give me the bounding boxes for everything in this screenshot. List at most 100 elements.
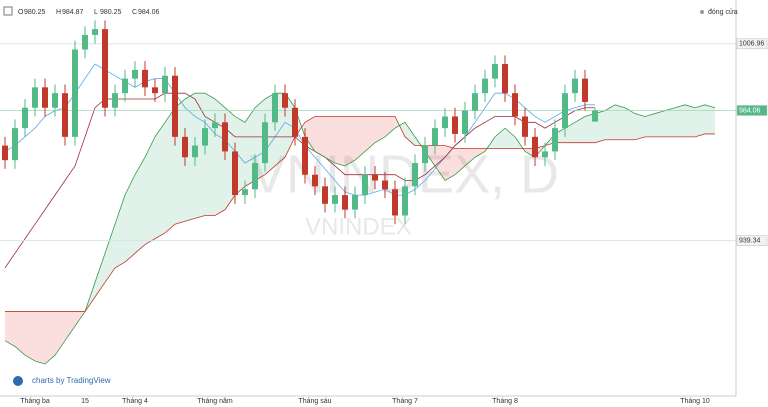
candle-body [362, 174, 368, 196]
cloud-fill [345, 116, 355, 166]
candle-body [212, 122, 218, 129]
candle-body [222, 122, 228, 152]
candle-body [472, 93, 478, 111]
cloud-fill [45, 311, 55, 364]
cloud-fill [685, 104, 695, 137]
cloud-fill [15, 311, 25, 356]
candle-body [282, 93, 288, 108]
indicator-line [5, 116, 715, 312]
candle-body [262, 122, 268, 164]
cloud-fill [325, 116, 335, 164]
cloud-fill [65, 311, 75, 341]
candle-body [52, 93, 58, 108]
candle-body [12, 128, 18, 161]
candle-body [412, 163, 418, 187]
x-tick-label: Tháng ba [20, 398, 50, 405]
candle-body [102, 29, 108, 108]
cloud-fill [365, 116, 375, 152]
price-label-box [736, 235, 768, 246]
candle-body [242, 189, 248, 196]
cloud-fill [305, 116, 315, 152]
candle-body [372, 174, 378, 181]
candle-body [562, 93, 568, 129]
candle-body [2, 145, 8, 161]
candle-body [322, 186, 328, 204]
candle-body [122, 78, 128, 94]
candle-body [382, 180, 388, 190]
candle-body [192, 145, 198, 158]
cloud-fill [665, 107, 675, 137]
cloud-fill [705, 104, 715, 134]
cloud-fill [675, 104, 685, 137]
candle-body [542, 151, 548, 158]
ohlc-header: O 980.25 H 984.87 L 980.25 C 984.06 [18, 9, 160, 16]
candle-body [502, 64, 508, 94]
cloud-fill [315, 116, 325, 158]
candle-body [132, 69, 138, 79]
candle-body [582, 78, 588, 102]
cloud-fill [115, 195, 125, 268]
candle-body [92, 29, 98, 35]
ohlc-label: C [132, 9, 137, 16]
cloud-fill [655, 110, 665, 137]
candle-body [112, 93, 118, 108]
cloud-fill [695, 104, 705, 137]
ohlc-label: L [94, 9, 98, 16]
cloud-fill [105, 224, 115, 283]
candle-body [202, 128, 208, 146]
candle-body [302, 136, 308, 175]
candle-body [392, 189, 398, 216]
cloud-fill [615, 104, 625, 140]
candle-body [42, 87, 48, 108]
candle-body [232, 151, 238, 196]
price-label-box [736, 105, 768, 116]
candle-body [552, 128, 558, 152]
candle-body [162, 75, 168, 94]
legend-text: đóng cửa [708, 8, 738, 16]
cloud-fill [165, 107, 175, 233]
x-tick-label: Tháng 7 [392, 398, 418, 405]
price-label-box [736, 38, 768, 50]
candle-body [142, 69, 148, 88]
plot [0, 20, 736, 365]
cloud-fill [205, 93, 215, 216]
ohlc-value: 980.25 [100, 9, 122, 16]
x-tick-label: 15 [81, 398, 89, 405]
candle-body [492, 64, 498, 79]
cloud-fill [605, 104, 615, 140]
cloud-fill [475, 148, 485, 158]
cloud-fill [215, 99, 225, 216]
candle-body [422, 145, 428, 164]
candle-body [82, 34, 88, 50]
candle-body [32, 87, 38, 108]
cloud-fill [25, 311, 35, 362]
candle-body [352, 195, 358, 210]
cloud-fill [35, 311, 45, 364]
ohlc-value: 984.87 [62, 9, 84, 16]
ohlc-label: O [18, 9, 24, 16]
cloud-fill [385, 116, 395, 137]
cloud-fill [185, 93, 195, 222]
cloud-fill [335, 116, 345, 166]
candle-body [332, 195, 338, 204]
candle-body [252, 163, 258, 190]
candle-body [272, 93, 278, 123]
candle-body [482, 78, 488, 94]
candle-body [592, 110, 598, 122]
price-label: 1006.96 [739, 41, 764, 48]
candle-body [152, 87, 158, 94]
ohlc-value: 984.06 [138, 9, 160, 16]
candle-body [72, 49, 78, 137]
candle-body [172, 75, 178, 137]
price-label: 939.34 [739, 238, 761, 245]
candle-body [522, 116, 528, 137]
cloud-fill [5, 311, 15, 347]
cloud-fill [145, 136, 155, 245]
candle-body [402, 186, 408, 216]
x-tick-label: Tháng 4 [122, 398, 148, 405]
cloud-fill [375, 116, 385, 143]
cloud-fill [505, 128, 515, 149]
cloud-fill [455, 148, 465, 175]
cloud-fill [625, 107, 635, 140]
